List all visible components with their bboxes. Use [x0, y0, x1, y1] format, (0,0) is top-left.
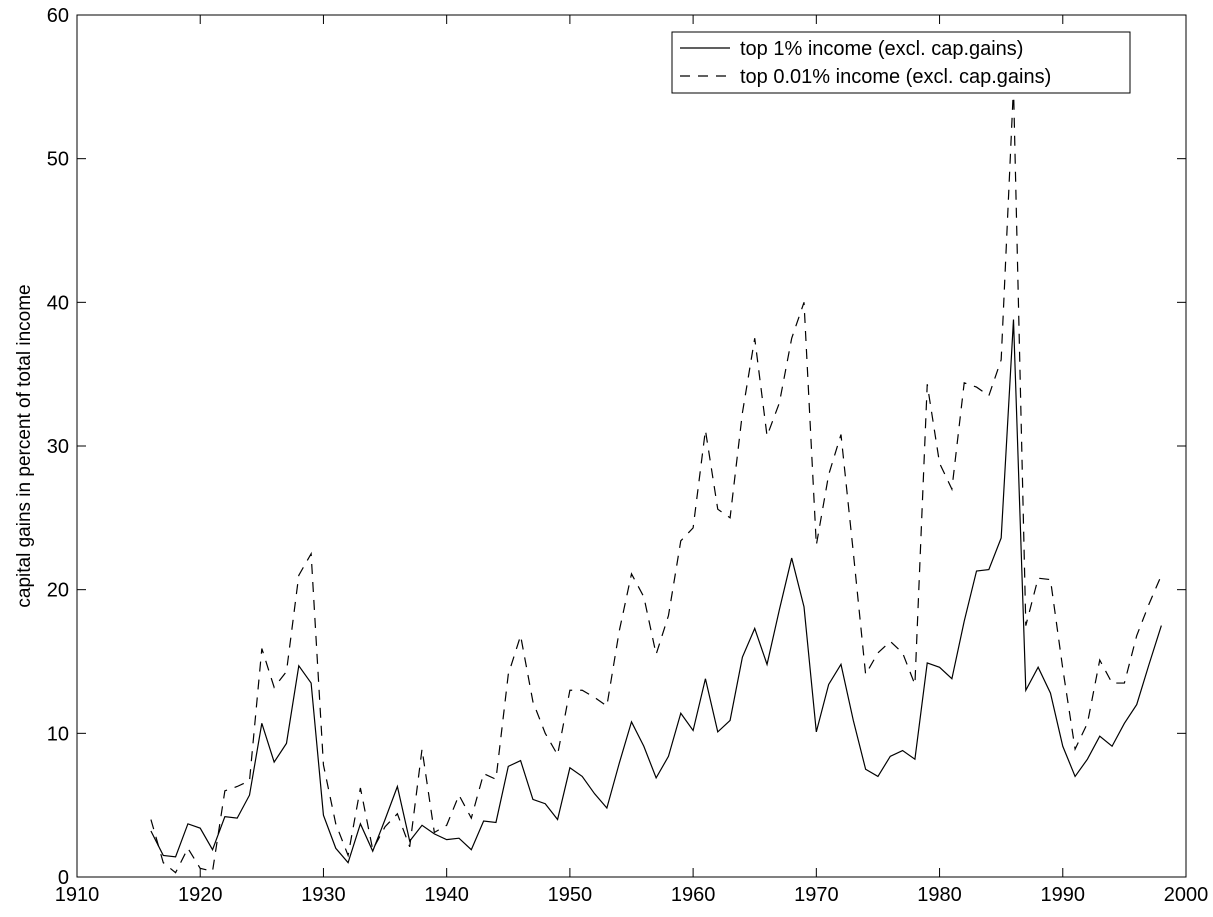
legend-label: top 0.01% income (excl. cap.gains) — [740, 66, 1051, 88]
y-axis-label: capital gains in percent of total income — [14, 284, 35, 607]
y-tick-label: 50 — [47, 149, 69, 171]
y-tick-label: 30 — [47, 436, 69, 458]
x-tick-label: 1920 — [178, 884, 223, 906]
x-tick-label: 1930 — [301, 884, 346, 906]
y-tick-label: 40 — [47, 292, 69, 314]
x-tick-label: 1960 — [671, 884, 716, 906]
x-tick-label: 1910 — [55, 884, 100, 906]
legend-box — [671, 31, 1131, 94]
x-tick-label: 1980 — [917, 884, 962, 906]
x-tick-label: 2000 — [1164, 884, 1209, 906]
series-line — [150, 319, 1162, 864]
y-tick-label: 0 — [58, 867, 69, 889]
plot-frame — [76, 14, 1187, 878]
x-tick-label: 1940 — [424, 884, 469, 906]
y-tick-label: 60 — [47, 5, 69, 27]
x-tick-label: 1970 — [794, 884, 839, 906]
y-tick-label: 20 — [47, 580, 69, 602]
y-tick-label: 10 — [47, 723, 69, 745]
x-tick-label: 1950 — [548, 884, 593, 906]
legend-label: top 1% income (excl. cap.gains) — [740, 38, 1023, 60]
x-tick-label: 1990 — [1041, 884, 1086, 906]
series-line — [150, 86, 1162, 874]
